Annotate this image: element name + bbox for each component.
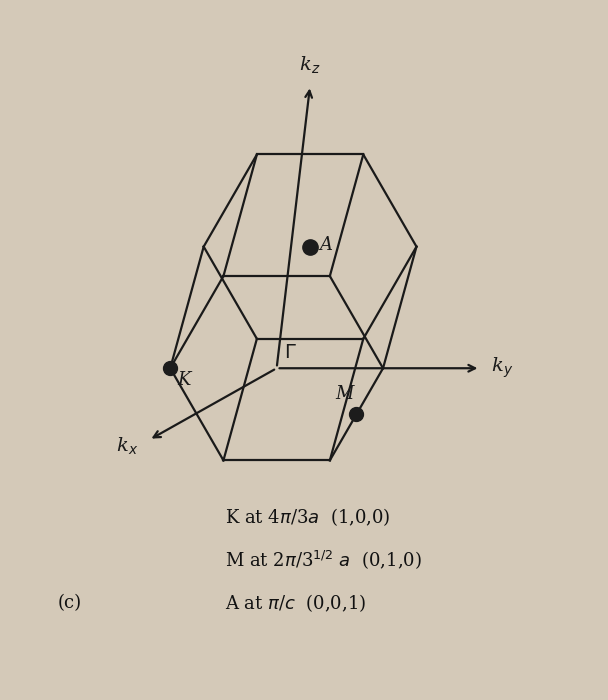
Text: k$_y$: k$_y$ (491, 356, 514, 381)
Text: A at $\pi$/$c$  (0,0,1): A at $\pi$/$c$ (0,0,1) (225, 593, 366, 615)
Text: M at 2$\pi$/3$^{1/2}$ $a$  (0,1,0): M at 2$\pi$/3$^{1/2}$ $a$ (0,1,0) (225, 548, 422, 571)
Text: M: M (335, 386, 353, 403)
Text: (c): (c) (58, 594, 82, 612)
Text: $\Gamma$: $\Gamma$ (284, 344, 297, 362)
Text: A: A (320, 237, 333, 254)
Text: k$_z$: k$_z$ (299, 55, 321, 76)
Text: K at 4$\pi$/3$a$  (1,0,0): K at 4$\pi$/3$a$ (1,0,0) (225, 506, 390, 528)
Text: k$_x$: k$_x$ (117, 435, 139, 456)
Text: K: K (178, 371, 191, 389)
